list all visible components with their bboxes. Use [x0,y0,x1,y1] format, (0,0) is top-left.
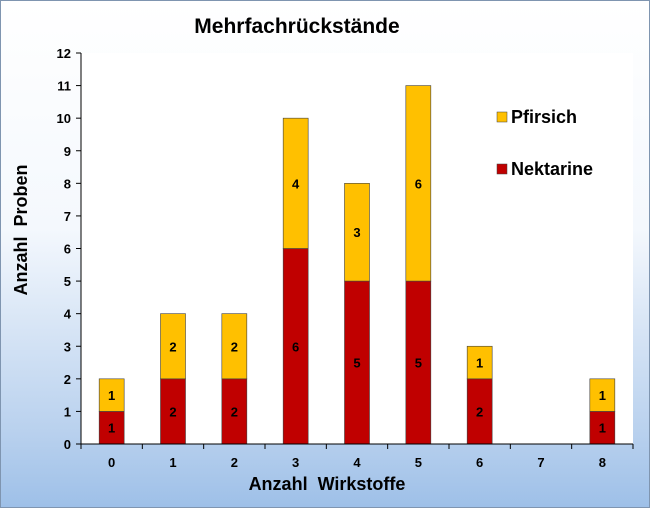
data-label: 1 [108,388,115,403]
x-ticks-group: 0 1 2 3 4 5 6 7 8 [80,444,634,470]
legend-swatch [496,163,508,175]
data-label: 2 [231,404,238,419]
x-tick-label: 6 [476,455,483,470]
y-tick-label: 9 [64,144,71,159]
data-label: 1 [599,421,606,436]
legend-label: Nektarine [511,159,593,179]
bars-group [98,85,616,445]
y-tick-label: 3 [64,339,71,354]
data-labels-group: 1 2 2 6 5 5 2 1 1 2 2 4 3 6 1 1 [108,176,606,435]
bar-nektarine-0 [98,411,125,445]
y-axis-label: Anzahl Proben [11,164,31,295]
legend-swatch [496,111,508,123]
x-tick-label: 0 [108,455,115,470]
y-tick-label: 1 [64,404,71,419]
data-label: 5 [415,356,422,371]
x-tick-label: 4 [353,455,361,470]
x-tick-label: 3 [292,455,299,470]
data-label: 2 [231,339,238,354]
bar-pfirsich-3 [282,117,309,249]
bar-nektarine-6 [466,378,493,445]
data-label: 3 [353,225,360,240]
y-tick-label: 2 [64,372,71,387]
data-label: 1 [599,388,606,403]
y-tick-label: 11 [57,79,71,94]
data-label: 2 [169,339,176,354]
data-label: 5 [353,356,360,371]
legend-label: Pfirsich [511,107,577,127]
data-label: 6 [292,339,299,354]
bar-nektarine-2 [221,378,248,445]
chart-title: Mehrfachrückstände [194,15,399,38]
x-tick-label: 1 [169,455,176,470]
bar-pfirsich-6 [466,345,493,380]
y-tick-label: 4 [64,307,72,322]
x-axis-label: Anzahl Wirkstoffe [249,474,406,494]
bar-pfirsich-0 [98,378,125,412]
bar-pfirsich-1 [160,313,186,380]
data-label: 2 [476,404,483,419]
y-tick-label: 10 [57,111,71,126]
legend: Pfirsich Nektarine [496,107,593,179]
data-label: 1 [108,421,115,436]
bar-pfirsich-8 [589,378,616,412]
y-tick-label: 7 [64,209,71,224]
x-tick-label: 8 [599,455,606,470]
y-tick-label: 8 [64,176,71,191]
y-tick-label: 6 [64,242,71,257]
x-tick-label: 7 [537,455,544,470]
bar-nektarine-8 [589,411,616,445]
x-tick-label: 5 [415,455,422,470]
bar-pfirsich-4 [344,183,370,282]
data-label: 1 [476,356,483,371]
data-label: 6 [415,176,422,191]
bar-pfirsich-5 [405,85,432,282]
y-tick-label: 0 [64,437,71,452]
data-label: 4 [292,176,300,191]
y-tick-label: 5 [64,274,71,289]
x-tick-label: 2 [231,455,238,470]
y-tick-label: 12 [57,46,71,61]
bar-pfirsich-2 [221,313,248,380]
data-label: 2 [169,404,176,419]
